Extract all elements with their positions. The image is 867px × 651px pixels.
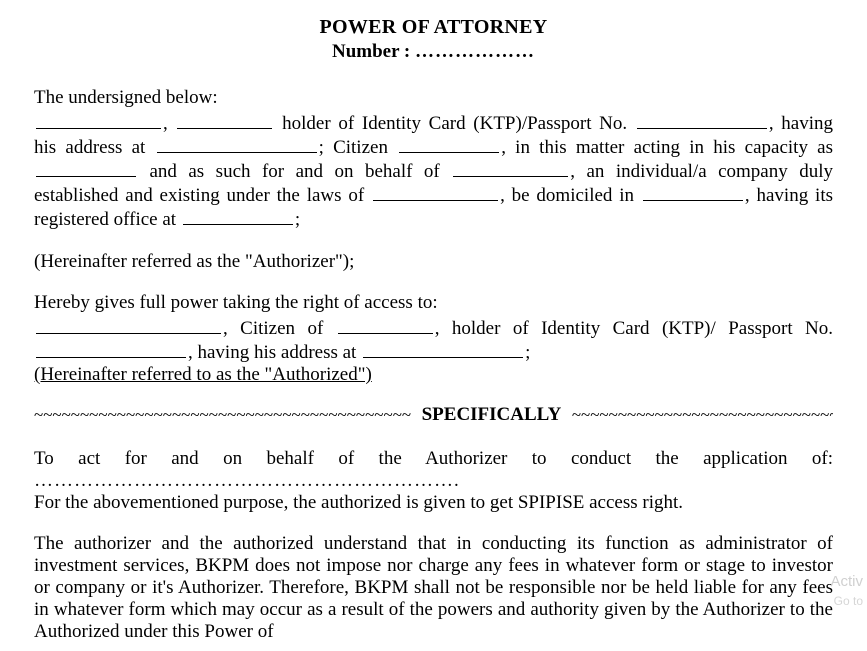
text-behalf: and as such for and on behalf of bbox=[138, 161, 451, 182]
blank-name1[interactable] bbox=[36, 111, 161, 129]
text-citizen: ; Citizen bbox=[319, 137, 388, 158]
blank-auth-ktp[interactable] bbox=[36, 340, 186, 358]
blank-capacity[interactable] bbox=[36, 159, 136, 177]
grant-line: Hereby gives full power taking the right… bbox=[34, 292, 833, 314]
blank-behalf[interactable] bbox=[453, 159, 568, 177]
authorizer-block: , holder of Identity Card (KTP)/Passport… bbox=[34, 111, 833, 231]
blank-auth-address[interactable] bbox=[363, 340, 523, 358]
blank-auth-name[interactable] bbox=[36, 316, 221, 334]
authorizer-label: (Hereinafter referred as the "Authorizer… bbox=[34, 251, 833, 273]
text-citizen2: , Citizen of bbox=[223, 318, 336, 339]
text-semi2: ; bbox=[525, 342, 530, 363]
text-comma1: , bbox=[163, 113, 168, 134]
text-semi1: ; bbox=[295, 209, 300, 230]
intro-line: The undersigned below: bbox=[34, 87, 833, 109]
purpose-line: To act for and on behalf of the Authoriz… bbox=[34, 448, 833, 470]
blank-name2[interactable] bbox=[177, 111, 272, 129]
blank-citizen[interactable] bbox=[399, 135, 499, 153]
document-page: POWER OF ATTORNEY Number : ……………… The un… bbox=[0, 0, 867, 643]
spipise-line: For the abovementioned purpose, the auth… bbox=[34, 492, 833, 514]
separator: ~~~~~~~~~~~~~~~~~~~~~~~~~~~~~~~~~~~~~~~~… bbox=[34, 404, 833, 426]
number-label: Number : bbox=[332, 41, 410, 62]
authorized-label-text: (Hereinafter referred to as the "Authori… bbox=[34, 364, 372, 385]
purpose-dots-text: ………………………………………………………. bbox=[34, 470, 460, 491]
text-addr2: , having his address at bbox=[188, 342, 361, 363]
text-domicile: , be domiciled in bbox=[500, 185, 634, 206]
number-dots: ……………… bbox=[415, 41, 535, 62]
doc-number-line: Number : ……………… bbox=[34, 41, 833, 63]
blank-address[interactable] bbox=[157, 135, 317, 153]
sep-word: SPECIFICALLY bbox=[416, 404, 568, 425]
blank-ktp[interactable] bbox=[637, 111, 767, 129]
tilde-left: ~~~~~~~~~~~~~~~~~~~~~~~~~~~~~~~~~~~~~~~~… bbox=[34, 405, 411, 424]
text-ktp2: , holder of Identity Card (KTP)/ Passpor… bbox=[435, 318, 833, 339]
blank-domicile[interactable] bbox=[643, 183, 743, 201]
text-ktp: holder of Identity Card (KTP)/Passport N… bbox=[274, 113, 634, 134]
disclaimer-para: The authorizer and the authorized unders… bbox=[34, 533, 833, 642]
blank-auth-citizen[interactable] bbox=[338, 316, 433, 334]
authorized-block: , Citizen of , holder of Identity Card (… bbox=[34, 316, 833, 364]
purpose-dots: ………………………………………………………. bbox=[34, 470, 833, 492]
authorized-label: (Hereinafter referred to as the "Authori… bbox=[34, 364, 833, 386]
doc-title: POWER OF ATTORNEY bbox=[34, 16, 833, 39]
tilde-right: ~~~~~~~~~~~~~~~~~~~~~~~~~~~~~~~~~~~~~~~~… bbox=[572, 405, 833, 424]
blank-office[interactable] bbox=[183, 207, 293, 225]
text-capacity: , in this matter acting in his capacity … bbox=[501, 137, 833, 158]
blank-laws[interactable] bbox=[373, 183, 498, 201]
